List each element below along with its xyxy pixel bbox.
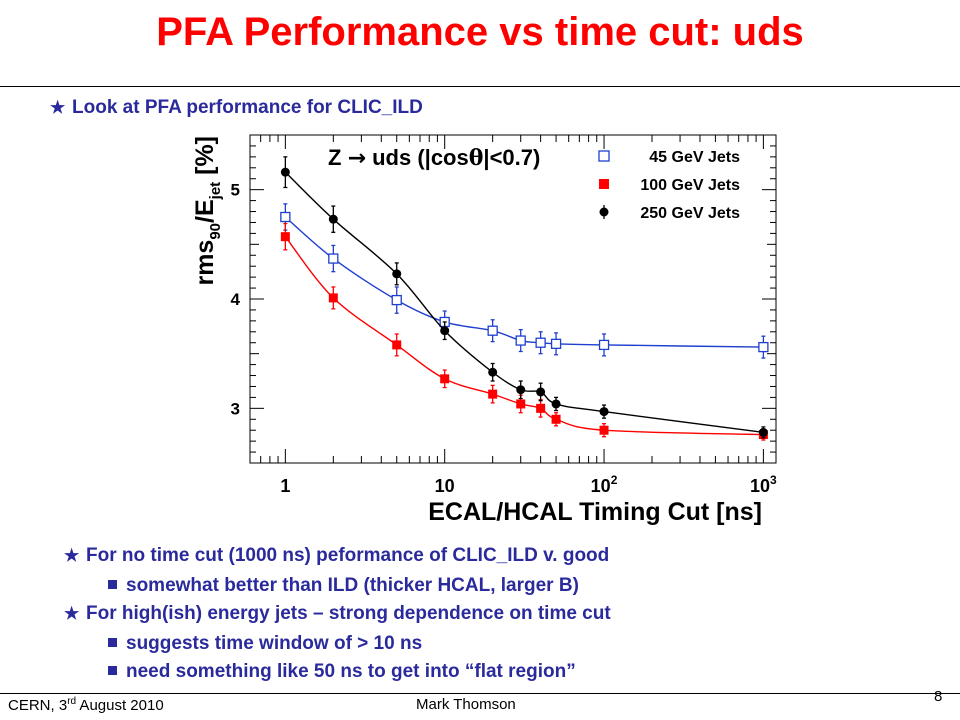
x-tick-label-exponent: 2 [611,473,618,487]
data-point [599,407,609,417]
series-line [284,171,764,434]
chart-title-arrow: → [348,146,366,171]
y-axis-title-subscript: jet [207,182,224,201]
bullet-2: ★ For high(ish) energy jets – strong depe… [64,603,611,625]
data-point [280,211,291,223]
footer-author: Mark Thomson [416,696,516,713]
legend-label: 100 GeV Jets [640,177,740,194]
square-bullet-icon [108,580,117,589]
data-point [516,385,526,395]
data-point [280,167,290,177]
legend-label: 250 GeV Jets [640,205,740,222]
data-point [535,337,546,348]
series-1 [280,222,768,441]
x-tick-label: 1 [280,476,290,496]
series-line [284,216,764,348]
y-axis-title-part: /E [191,199,219,223]
star-bullet-icon: ★ [64,604,80,623]
data-point [598,339,610,351]
x-tick-label-text: 10 [591,476,611,496]
y-axis-title: rms90/Ejet [%] [191,136,224,286]
legend-marker [599,179,609,189]
legend-marker [598,150,610,162]
data-point [516,399,526,409]
data-point [515,335,526,346]
x-tick-label-text: 1 [280,476,290,496]
footer-page-number: 8 [934,688,943,705]
data-point [488,367,498,377]
title-divider [0,86,960,87]
slide-title: PFA Performance vs time cut: uds [156,10,804,54]
data-point [551,399,561,409]
x-axis-title: ECAL/HCAL Timing Cut [ns] [428,498,762,526]
chart-title: Z → uds (|cosθ|<0.7) [328,145,540,171]
x-tick-label-exponent: 3 [770,473,777,487]
data-point [487,325,498,336]
star-bullet-icon: ★ [64,546,80,565]
data-point [392,340,402,350]
data-point [758,427,768,437]
bullet-1-sub-1: somewhat better than ILD (thicker HCAL, … [108,575,579,597]
square-bullet-icon [108,666,117,675]
bullet-2-sub-1: suggests time window of > 10 ns [108,633,422,655]
legend-marker [599,207,609,217]
y-tick-label: 3 [231,399,240,418]
bullet-2-sub-1-text: suggests time window of > 10 ns [126,633,423,654]
intro-bullet-text: Look at PFA performance for CLIC_ILD [72,97,423,118]
data-point [440,326,450,336]
data-point [599,425,609,435]
data-point [280,232,290,242]
data-point [328,214,338,224]
x-tick-label: 103 [750,473,777,496]
y-tick-label: 4 [231,290,241,309]
x-tick-label-text: 10 [435,476,455,496]
chart-title-part: |<0.7) [483,145,540,170]
data-point [536,403,546,413]
footer-venue: CERN, 3rd August 2010 [8,696,164,714]
x-tick-label-text: 10 [750,476,770,496]
data-point [536,387,546,397]
y-axis-title-part: rms [191,240,219,286]
data-point [328,293,338,303]
data-point [440,374,450,384]
data-point [391,294,402,306]
data-point [551,414,561,424]
star-bullet-icon: ★ [50,98,66,117]
y-axis-title-part: [%] [191,136,219,182]
data-point [328,253,339,264]
bullet-2-sub-2: need something like 50 ns to get into “f… [108,661,576,683]
square-bullet-icon [108,638,117,647]
bullet-2-sub-2-text: need something like 50 ns to get into “f… [126,661,576,682]
data-point [550,338,562,349]
legend-label: 45 GeV Jets [649,149,740,166]
chart-title-part: uds (|cos [366,145,469,170]
bullet-2-text: For high(ish) energy jets – strong depen… [86,603,611,624]
chart-title-theta: θ [469,145,484,171]
intro-bullet: ★ Look at PFA performance for CLIC_ILD [50,97,423,119]
series-2 [280,156,768,439]
x-tick-label: 102 [591,473,618,496]
data-point [758,341,769,353]
x-tick-label: 10 [435,476,455,496]
y-axis-title-subscript: 90 [207,223,224,240]
data-point [488,389,498,399]
footer-divider [0,693,960,694]
series-0 [280,203,769,359]
y-tick-label: 5 [231,181,240,200]
chart-title-part: Z [328,145,348,170]
bullet-1-text: For no time cut (1000 ns) peformance of … [86,545,610,566]
data-point [392,269,402,279]
bullet-1-sub-1-text: somewhat better than ILD (thicker HCAL, … [126,575,579,596]
bullet-1: ★ For no time cut (1000 ns) peformance of… [64,545,609,567]
